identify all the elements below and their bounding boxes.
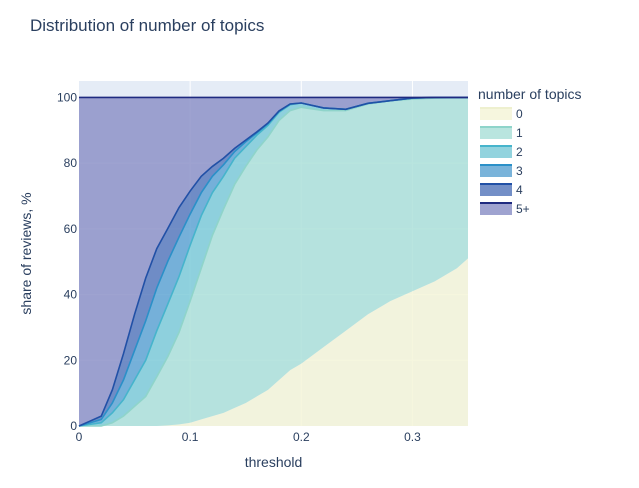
legend-label: 5+: [516, 202, 530, 216]
legend-item-4[interactable]: 4: [480, 183, 523, 197]
y-tick-label: 40: [64, 288, 78, 302]
plot-area: [78, 81, 468, 427]
legend-items: 0 1 2 3 4 5+: [480, 107, 530, 216]
legend-swatch: [480, 184, 512, 196]
chart-title: Distribution of number of topics: [30, 16, 264, 35]
y-tick-label: 0: [70, 419, 77, 433]
y-axis-ticks: 0 20 40 60 80 100: [57, 90, 77, 433]
area-series-0: [79, 258, 468, 426]
legend-item-2[interactable]: 2: [480, 145, 523, 159]
y-tick-label: 20: [64, 353, 78, 367]
area-series: [79, 97, 468, 427]
legend-swatch: [480, 203, 512, 215]
legend: number of topics 0 1 2 3 4 5+: [478, 86, 582, 216]
legend-label: 3: [516, 164, 523, 178]
x-tick-label: 0: [76, 430, 83, 444]
y-tick-label: 80: [64, 156, 78, 170]
x-axis-title: threshold: [245, 454, 303, 470]
legend-label: 0: [516, 107, 523, 121]
x-tick-label: 0.1: [182, 430, 199, 444]
x-axis-ticks: 0 0.1 0.2 0.3: [76, 430, 421, 444]
legend-title: number of topics: [478, 86, 582, 102]
area-series-1: [79, 97, 468, 427]
legend-swatch: [480, 165, 512, 177]
legend-swatch: [480, 108, 512, 120]
line-series-4: [78, 96, 468, 427]
area-series-4: [79, 97, 468, 427]
y-tick-label: 100: [57, 90, 77, 104]
x-tick-label: 0.3: [404, 430, 421, 444]
legend-item-1[interactable]: 1: [480, 126, 523, 140]
legend-swatch: [480, 127, 512, 139]
legend-label: 2: [516, 145, 523, 159]
legend-swatch: [480, 146, 512, 158]
y-axis-title: share of reviews, %: [18, 192, 34, 314]
legend-label: 4: [516, 183, 523, 197]
x-tick-label: 0.2: [293, 430, 310, 444]
y-tick-label: 60: [64, 222, 78, 236]
legend-item-0[interactable]: 0: [480, 107, 523, 121]
legend-label: 1: [516, 126, 523, 140]
series-lines: [78, 96, 468, 427]
area-series-5+: [79, 97, 468, 427]
legend-item-3[interactable]: 3: [480, 164, 523, 178]
legend-item-5+[interactable]: 5+: [480, 202, 530, 216]
